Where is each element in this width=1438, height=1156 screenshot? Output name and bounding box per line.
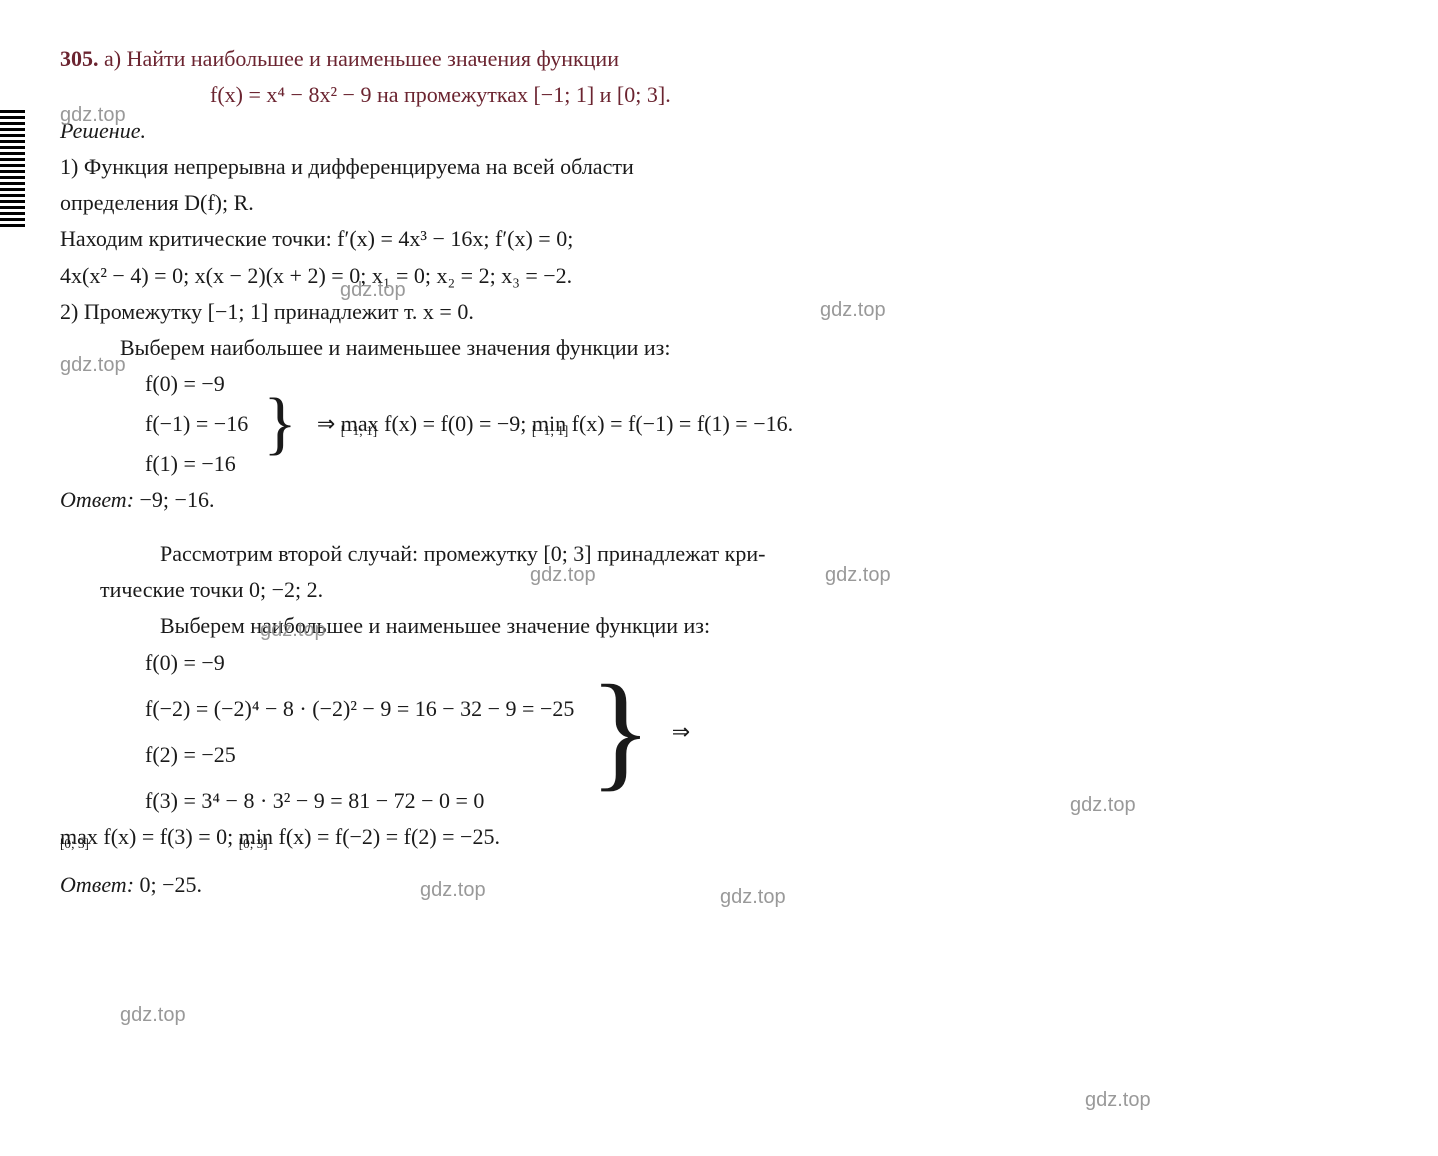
case2-line1: Рассмотрим второй случай: промежутку [0;…: [160, 537, 1378, 571]
answer1-label: Ответ:: [60, 487, 134, 512]
step1-line3: Находим критические точки: f′(x) = 4x³ −…: [60, 222, 1378, 256]
eq2-1: f(0) = −9: [145, 646, 574, 680]
watermark: gdz.top: [420, 875, 486, 906]
brace-right-2: }: [589, 686, 651, 777]
equation-group-2: f(0) = −9 f(−2) = (−2)⁴ − 8 · (−2)² − 9 …: [145, 646, 1378, 818]
watermark: gdz.top: [60, 100, 126, 131]
eq1-3: f(1) = −16: [145, 447, 248, 481]
case2-line2: тические точки 0; −2; 2.: [100, 573, 1378, 607]
answer-2: Ответ: 0; −25.: [60, 868, 1378, 902]
problem-number: 305.: [60, 46, 99, 71]
eq2-2: f(−2) = (−2)⁴ − 8 · (−2)² − 9 = 16 − 32 …: [145, 692, 574, 726]
solution-label: Решение.: [60, 114, 1378, 148]
answer2-label: Ответ:: [60, 872, 134, 897]
result1-min-sub: [−1; 1]: [532, 421, 568, 441]
eq2-4: f(3) = 3⁴ − 8 · 3² − 9 = 81 − 72 − 0 = 0: [145, 784, 574, 818]
question-text-1: Найти наибольшее и наименьшее значения ф…: [127, 46, 619, 71]
equation-group-1: f(0) = −9 f(−1) = −16 f(1) = −16 } ⇒ max…: [145, 367, 1378, 481]
watermark: gdz.top: [340, 275, 406, 306]
step1-line2: определения D(f); R.: [60, 186, 1378, 220]
case2-line3: Выберем наибольшее и наименьшее значение…: [160, 609, 1378, 643]
answer-1: Ответ: −9; −16.: [60, 483, 1378, 517]
result1-prefix: ⇒: [317, 411, 341, 436]
result2-min-sub: [0; 3]: [239, 834, 268, 854]
question-text-2: f(x) = x⁴ − 8x² − 9 на промежутках [−1; …: [210, 78, 1378, 112]
watermark: gdz.top: [530, 560, 596, 591]
eq1-1: f(0) = −9: [145, 367, 248, 401]
result1-min: min f(x) = f(−1) = f(1) = −16.: [532, 411, 793, 436]
barcode-decoration: [0, 110, 25, 230]
result2-min: min f(x) = f(−2) = f(2) = −25.: [239, 824, 500, 849]
answer2-value: 0; −25.: [140, 872, 203, 897]
watermark: gdz.top: [260, 615, 326, 646]
part-label: а): [104, 46, 121, 71]
result-1: ⇒ max f(x) = f(0) = −9; [−1; 1] min f(x)…: [302, 407, 793, 441]
brace-right-1: }: [263, 403, 297, 445]
step2-line1: 2) Промежутку [−1; 1] принадлежит т. x =…: [60, 295, 1378, 329]
result-2: max f(x) = f(3) = 0; [0; 3] min f(x) = f…: [60, 820, 1378, 854]
watermark: gdz.top: [1085, 1085, 1151, 1116]
problem-header: 305. а) Найти наибольшее и наименьшее зн…: [60, 42, 1378, 76]
step1-line4: 4x(x² − 4) = 0; x(x − 2)(x + 2) = 0; x₁ …: [60, 259, 1378, 293]
result2-max-sub: [0; 3]: [60, 834, 89, 854]
eq2-3: f(2) = −25: [145, 738, 574, 772]
watermark: gdz.top: [1070, 790, 1136, 821]
watermark: gdz.top: [120, 1000, 186, 1031]
watermark: gdz.top: [825, 560, 891, 591]
result1-max-sub: [−1; 1]: [341, 421, 377, 441]
answer1-value: −9; −16.: [140, 487, 215, 512]
step2-line2: Выберем наибольшее и наименьшее значения…: [120, 331, 1378, 365]
watermark: gdz.top: [720, 882, 786, 913]
result2-arrow: ⇒: [657, 715, 690, 749]
watermark: gdz.top: [820, 295, 886, 326]
eq1-2: f(−1) = −16: [145, 407, 248, 441]
step1-line1: 1) Функция непрерывна и дифференцируема …: [60, 150, 1378, 184]
watermark: gdz.top: [60, 350, 126, 381]
